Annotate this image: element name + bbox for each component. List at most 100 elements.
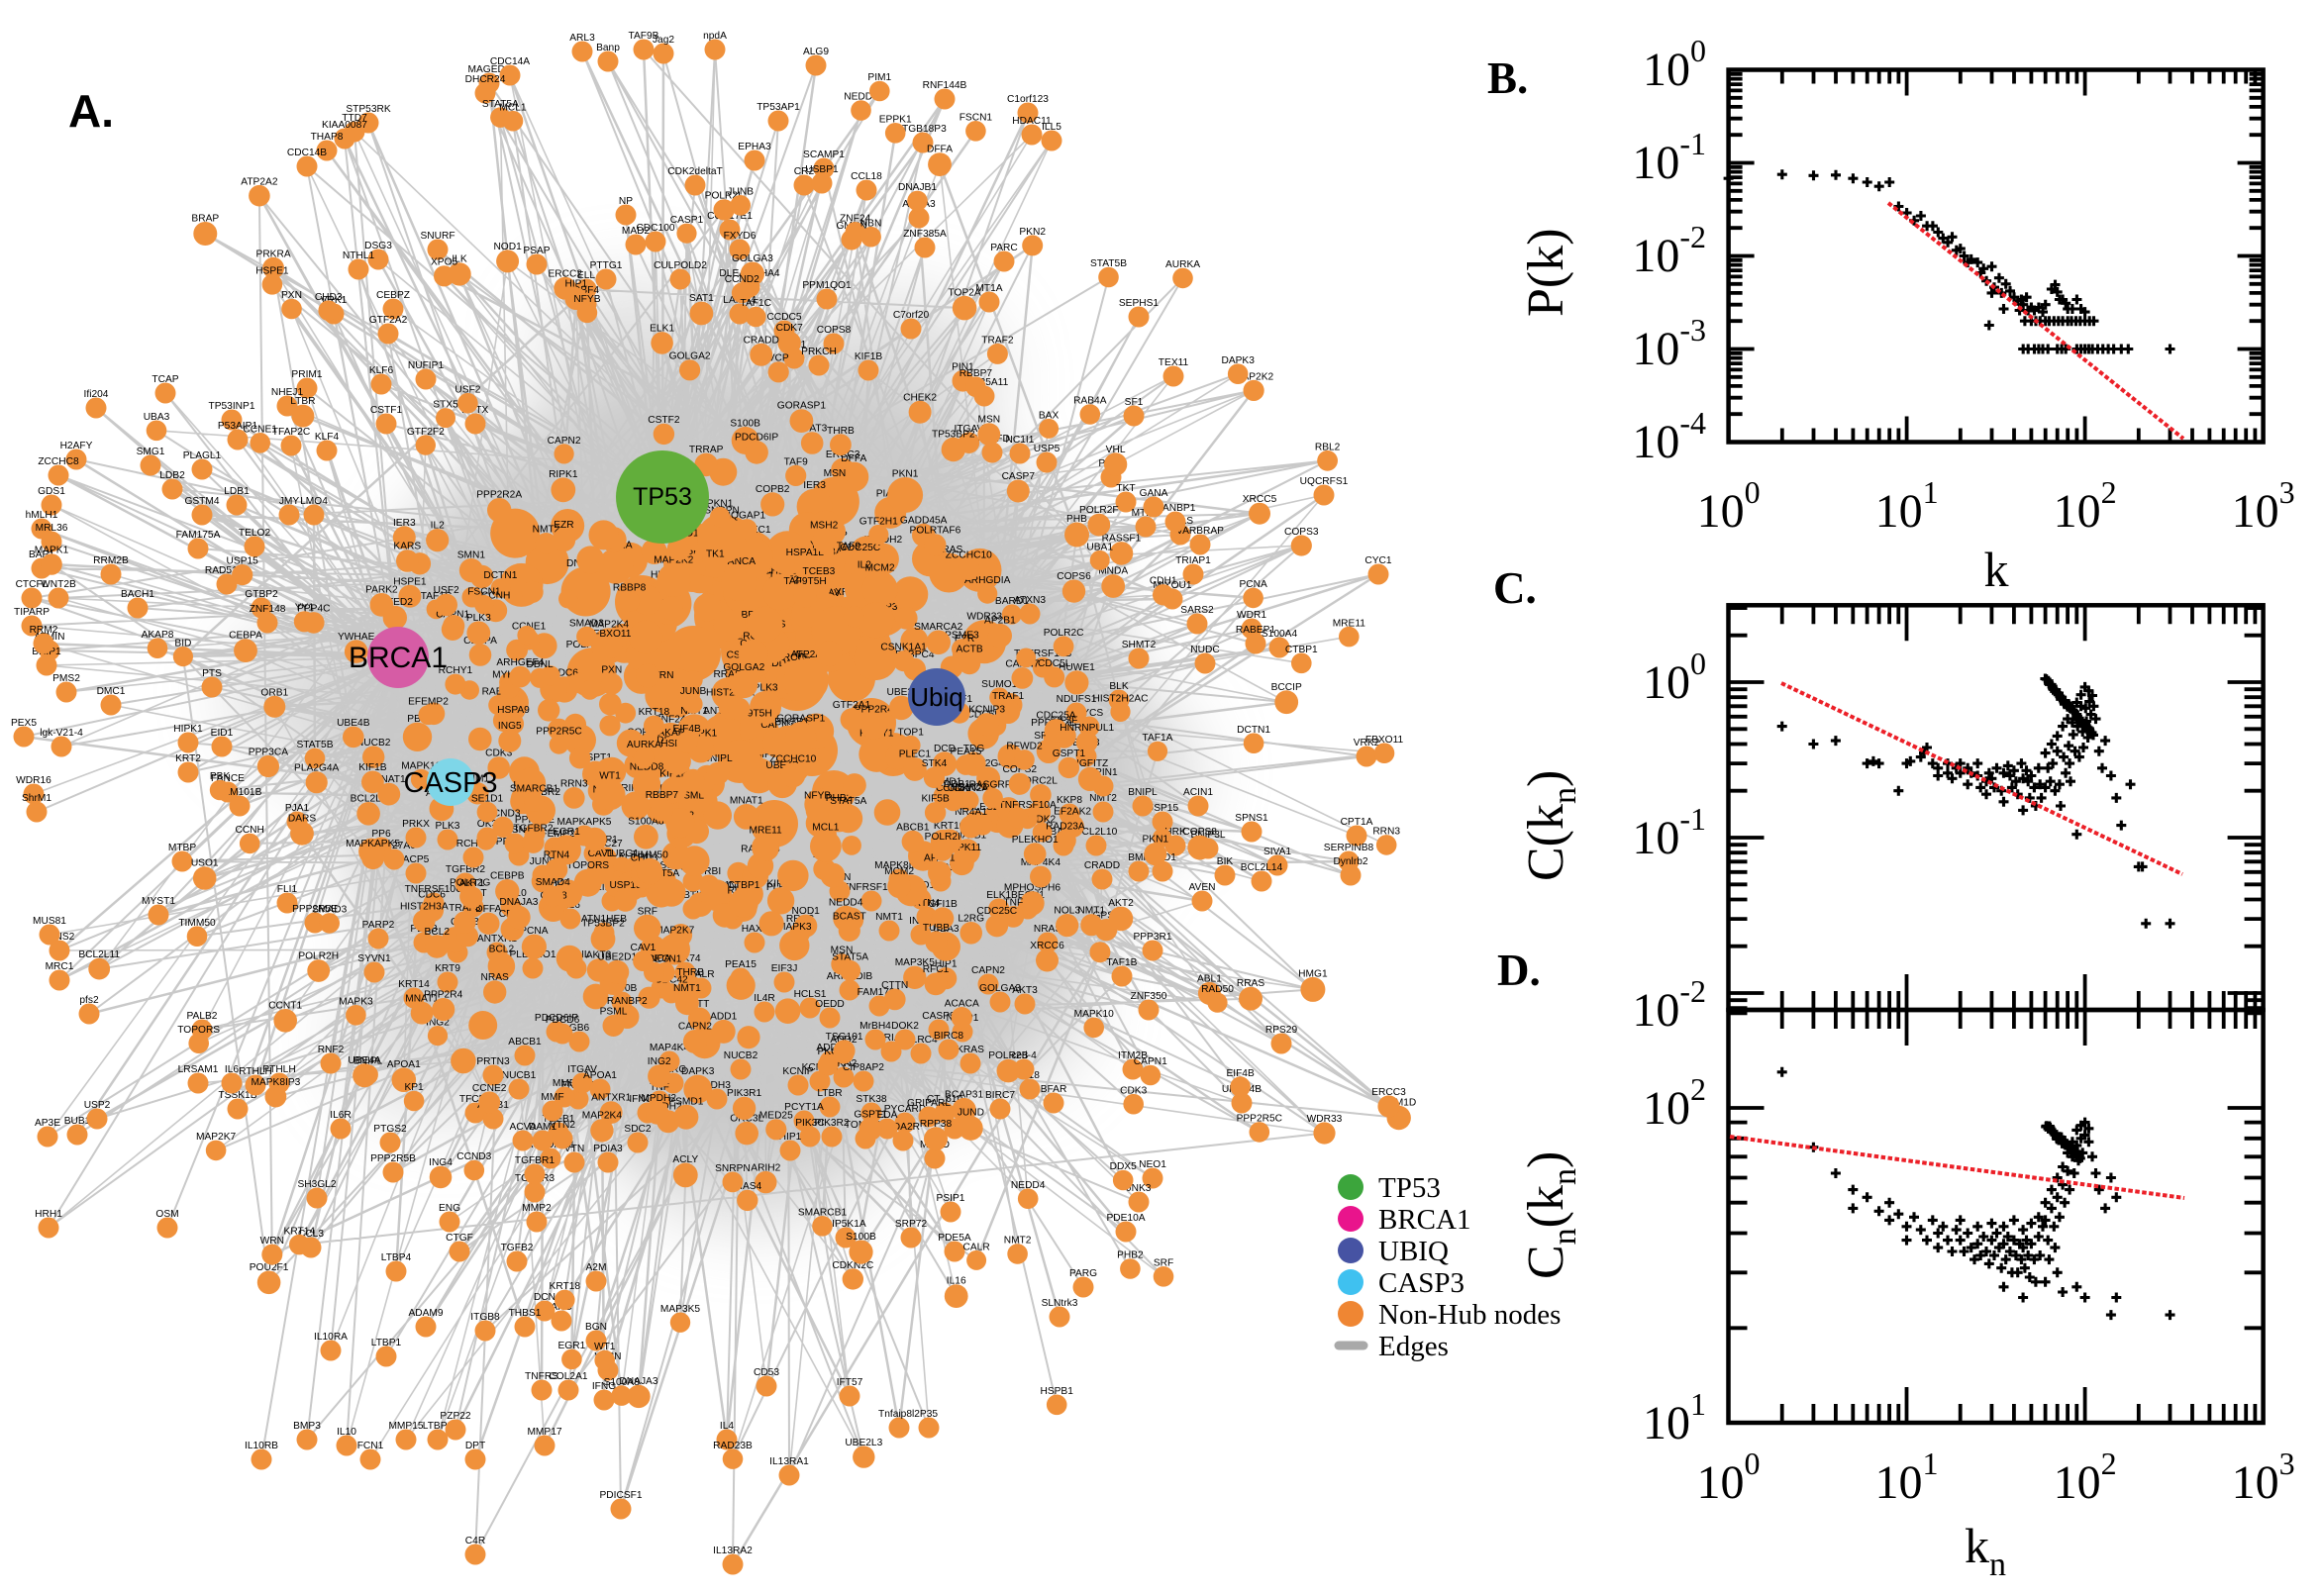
svg-text:DCTN1: DCTN1 bbox=[1237, 725, 1270, 736]
svg-text:MMP15: MMP15 bbox=[388, 1421, 423, 1432]
svg-text:MAPK11: MAPK11 bbox=[943, 843, 982, 853]
svg-text:RASSF1: RASSF1 bbox=[1102, 534, 1142, 545]
svg-text:RUM6: RUM6 bbox=[541, 878, 569, 889]
svg-text:AURKA: AURKA bbox=[1165, 259, 1200, 270]
svg-text:RRM2: RRM2 bbox=[30, 625, 58, 636]
svg-text:RFC1: RFC1 bbox=[923, 964, 950, 975]
svg-text:ACVA: ACVA bbox=[510, 1122, 537, 1133]
svg-text:BNIPL: BNIPL bbox=[1128, 787, 1158, 798]
svg-text:TIMM50: TIMM50 bbox=[178, 918, 216, 929]
svg-text:IL6R: IL6R bbox=[330, 1110, 352, 1121]
svg-text:PPP2R5E: PPP2R5E bbox=[292, 904, 338, 915]
svg-text:RPS29: RPS29 bbox=[1265, 1025, 1298, 1036]
svg-text:USBP1: USBP1 bbox=[805, 164, 839, 175]
svg-text:TNFRS: TNFRS bbox=[525, 1371, 558, 1382]
svg-text:JNK3: JNK3 bbox=[1127, 1183, 1152, 1194]
svg-text:MPHOSPH6: MPHOSPH6 bbox=[1004, 883, 1061, 894]
svg-text:BACH1: BACH1 bbox=[121, 589, 154, 600]
svg-text:BIRC7: BIRC7 bbox=[985, 1090, 1015, 1101]
svg-text:FBXO11: FBXO11 bbox=[593, 629, 632, 640]
svg-text:COPS3: COPS3 bbox=[1284, 527, 1319, 538]
svg-text:CSTF1: CSTF1 bbox=[370, 405, 403, 416]
svg-text:MNDA: MNDA bbox=[1098, 566, 1128, 577]
svg-text:TNFRSF10B: TNFRSF10B bbox=[843, 882, 901, 893]
svg-text:RAD23A: RAD23A bbox=[1046, 822, 1085, 833]
svg-text:100: 100 bbox=[1643, 33, 1706, 96]
svg-text:GSPT1: GSPT1 bbox=[854, 1109, 887, 1120]
svg-text:BCL2L1: BCL2L1 bbox=[351, 794, 387, 805]
svg-text:FANCE: FANCE bbox=[211, 773, 245, 784]
svg-text:FCN1: FCN1 bbox=[357, 1441, 384, 1451]
svg-text:TSSK1B: TSSK1B bbox=[218, 1090, 256, 1101]
svg-text:THAP8: THAP8 bbox=[311, 132, 344, 143]
svg-text:ING2: ING2 bbox=[648, 1056, 671, 1067]
svg-text:SRP72: SRP72 bbox=[895, 1219, 928, 1230]
svg-text:NMT2: NMT2 bbox=[1089, 793, 1117, 804]
svg-text:PDICSF1: PDICSF1 bbox=[599, 1490, 642, 1501]
svg-text:TOP1: TOP1 bbox=[897, 727, 924, 738]
svg-text:PDCD6IP: PDCD6IP bbox=[535, 1013, 578, 1024]
svg-text:POLR2B: POLR2B bbox=[988, 1050, 1028, 1061]
svg-text:STAT3: STAT3 bbox=[797, 424, 828, 435]
svg-text:CDK3: CDK3 bbox=[485, 748, 513, 759]
svg-text:WRN: WRN bbox=[650, 670, 673, 681]
svg-text:PEA15: PEA15 bbox=[951, 747, 982, 757]
svg-text:DCD: DCD bbox=[934, 744, 956, 754]
svg-text:CSNK1A1: CSNK1A1 bbox=[880, 643, 927, 653]
svg-text:PSAP: PSAP bbox=[523, 246, 550, 256]
svg-text:VCP: VCP bbox=[768, 353, 789, 364]
svg-text:A.: A. bbox=[68, 85, 114, 137]
svg-text:DBF4: DBF4 bbox=[573, 285, 599, 296]
svg-text:COL2A1: COL2A1 bbox=[549, 1371, 587, 1382]
svg-text:PHB2: PHB2 bbox=[1117, 1250, 1144, 1261]
svg-text:TRAF1: TRAF1 bbox=[992, 691, 1025, 702]
svg-text:DOK2: DOK2 bbox=[891, 1021, 919, 1032]
svg-text:MAP2K7: MAP2K7 bbox=[196, 1132, 237, 1143]
svg-text:UBA1: UBA1 bbox=[822, 548, 849, 558]
svg-text:CCNT1: CCNT1 bbox=[268, 1001, 302, 1012]
svg-text:NUCB1: NUCB1 bbox=[502, 1070, 537, 1081]
svg-text:RAD51L1: RAD51L1 bbox=[205, 565, 250, 576]
svg-text:DAPK3: DAPK3 bbox=[681, 1066, 715, 1077]
svg-text:CDC6: CDC6 bbox=[418, 890, 446, 901]
svg-text:C(kn): C(kn) bbox=[1518, 770, 1583, 881]
svg-text:CIP8AP2: CIP8AP2 bbox=[843, 1062, 884, 1073]
svg-text:PPP3CA: PPP3CA bbox=[249, 747, 288, 757]
svg-text:EIF3J: EIF3J bbox=[771, 963, 798, 974]
svg-text:IL10RA: IL10RA bbox=[314, 1332, 348, 1343]
svg-text:MRL36: MRL36 bbox=[36, 523, 68, 534]
svg-text:PARG: PARG bbox=[1069, 1268, 1097, 1279]
svg-text:ARIH2: ARIH2 bbox=[751, 1163, 780, 1174]
svg-text:APOA1: APOA1 bbox=[387, 1059, 421, 1070]
svg-text:ABCB1: ABCB1 bbox=[508, 1037, 542, 1047]
svg-text:BID: BID bbox=[174, 638, 191, 648]
svg-text:CAPN2: CAPN2 bbox=[971, 965, 1005, 976]
svg-text:SUMO1: SUMO1 bbox=[981, 679, 1018, 690]
svg-text:COPS8: COPS8 bbox=[817, 325, 852, 336]
svg-text:S100A8: S100A8 bbox=[604, 1377, 641, 1388]
svg-text:HMG1: HMG1 bbox=[1298, 968, 1328, 979]
svg-text:TAF1C: TAF1C bbox=[741, 298, 772, 309]
svg-text:FAM175A: FAM175A bbox=[176, 530, 221, 541]
svg-text:WDR16: WDR16 bbox=[16, 775, 51, 786]
svg-text:lgk-V21-4: lgk-V21-4 bbox=[40, 728, 83, 739]
svg-text:KLF6: KLF6 bbox=[369, 365, 394, 376]
svg-text:SPIN1: SPIN1 bbox=[1088, 767, 1118, 778]
svg-text:RRAS: RRAS bbox=[1237, 978, 1265, 989]
svg-text:SF1: SF1 bbox=[1125, 397, 1144, 408]
svg-text:PIK3R2: PIK3R2 bbox=[814, 1118, 849, 1129]
svg-text:PHB: PHB bbox=[1066, 514, 1087, 525]
svg-text:CCNE1: CCNE1 bbox=[243, 425, 277, 436]
svg-text:BCAST: BCAST bbox=[833, 911, 866, 922]
svg-text:DCN: DCN bbox=[534, 1292, 556, 1303]
svg-text:NFYB: NFYB bbox=[573, 294, 600, 305]
svg-text:PHB2: PHB2 bbox=[826, 793, 853, 804]
svg-text:PSMC1: PSMC1 bbox=[952, 782, 986, 793]
svg-text:PSME3: PSME3 bbox=[945, 631, 979, 642]
svg-text:ABL1: ABL1 bbox=[1197, 974, 1222, 985]
svg-text:NUCB2: NUCB2 bbox=[724, 1050, 758, 1061]
svg-text:BCAP31: BCAP31 bbox=[945, 1089, 983, 1100]
svg-text:PIK3C: PIK3C bbox=[795, 1118, 824, 1129]
svg-text:PLEKHO1: PLEKHO1 bbox=[1012, 835, 1059, 846]
svg-text:FXYD6: FXYD6 bbox=[724, 231, 757, 242]
